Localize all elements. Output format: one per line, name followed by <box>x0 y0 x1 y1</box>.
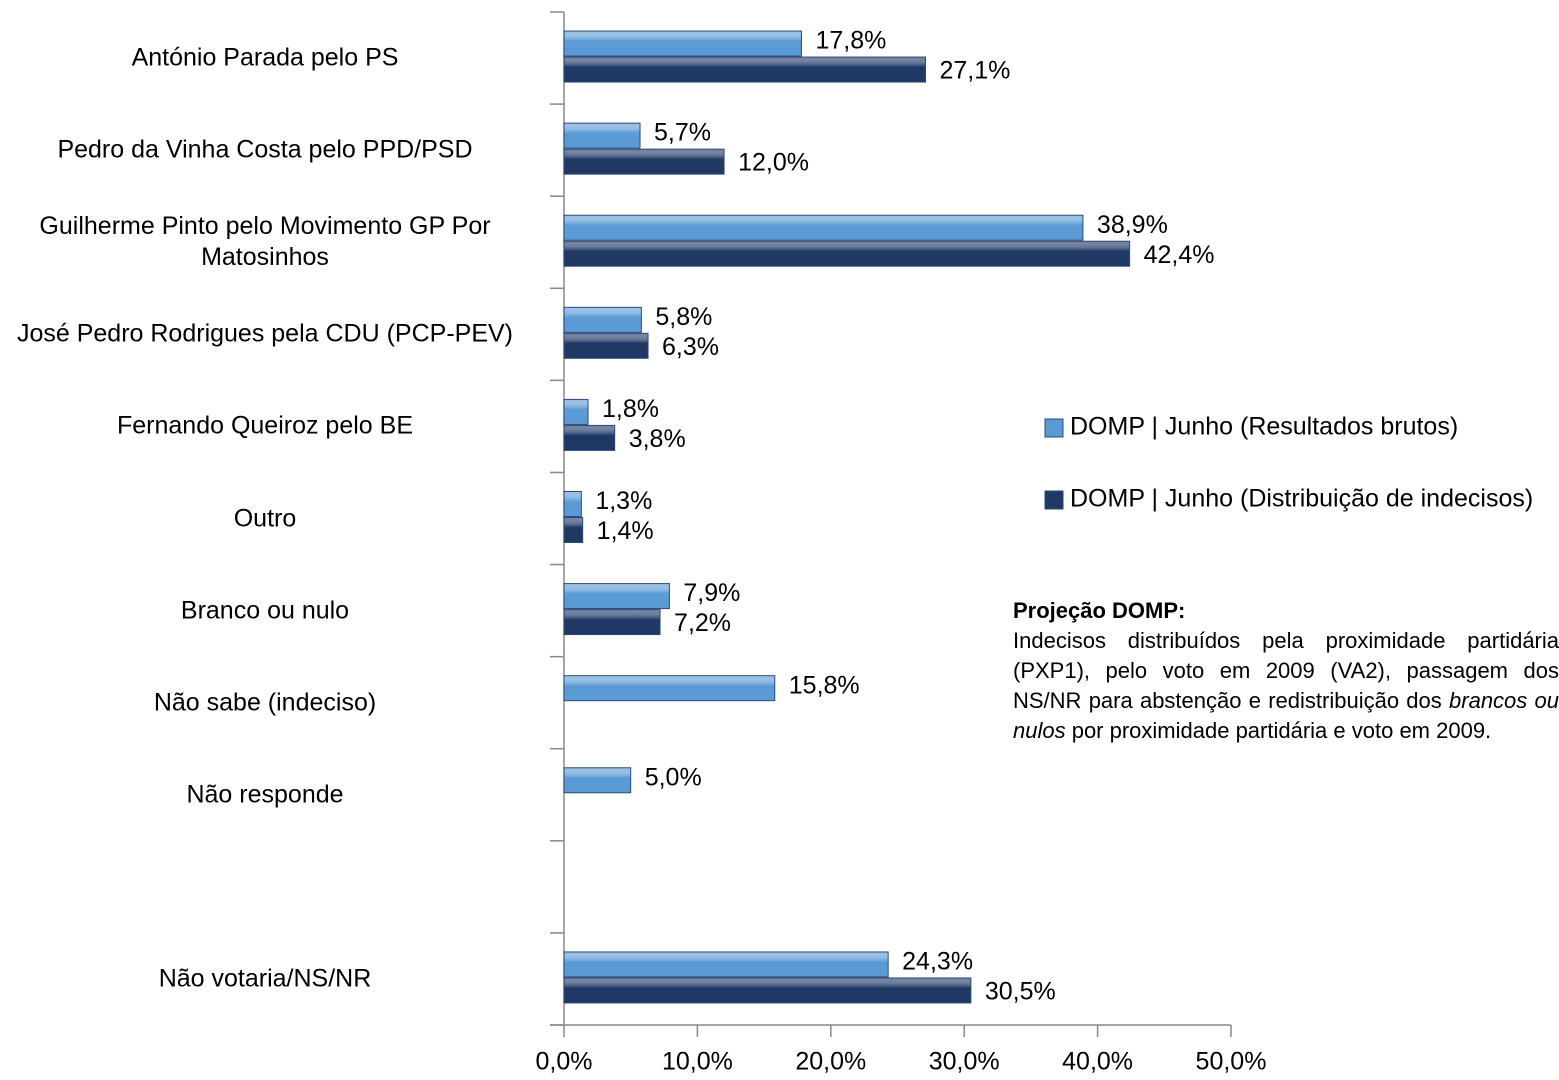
category-label: Não votaria/NS/NR <box>158 964 372 993</box>
category-label: Não sabe (indeciso) <box>153 688 377 717</box>
bar-shade <box>563 214 1084 241</box>
value-label: 17,8% <box>815 27 886 55</box>
category-label: Guilherme Pinto pelo Movimento GP Por Ma… <box>39 212 491 272</box>
annotation-title: Projeção DOMP: <box>1013 598 1186 623</box>
annotation-text: por proximidade partidária e voto em 200… <box>1065 718 1492 743</box>
x-tick-label: 40,0% <box>1062 1048 1133 1076</box>
category-label: José Pedro Rodrigues pela CDU (PCP-PEV) <box>16 319 514 348</box>
value-label: 7,9% <box>683 579 740 607</box>
bar-shade <box>563 332 649 359</box>
value-label: 24,3% <box>902 948 973 976</box>
legend-swatch <box>1044 418 1064 438</box>
x-tick-label: 20,0% <box>795 1048 866 1076</box>
bar-shade <box>563 398 589 425</box>
category-label: Branco ou nulo <box>180 596 350 625</box>
value-label: 42,4% <box>1144 241 1215 269</box>
annotation-text: brancos ou nulos <box>1013 688 1559 743</box>
category-label: Não responde <box>186 780 344 809</box>
legend-swatch <box>1044 490 1064 510</box>
value-label: 1,8% <box>602 395 659 423</box>
value-label: 5,8% <box>655 303 712 331</box>
bar-shade <box>563 517 584 543</box>
value-label: 5,7% <box>654 119 711 147</box>
x-tick-label: 0,0% <box>536 1048 593 1076</box>
bar-shade <box>563 609 661 636</box>
bar-shade <box>563 767 632 794</box>
value-label: 5,0% <box>645 763 702 791</box>
category-label: Fernando Queiroz pelo BE <box>116 411 413 440</box>
bar-shade <box>563 306 642 333</box>
bar-shade <box>563 951 889 978</box>
bar-shade <box>563 583 670 610</box>
bar-shade <box>563 977 972 1004</box>
bar-shade <box>563 148 725 175</box>
annotation-text: Indecisos distribuídos pela proximidade … <box>1013 628 1559 713</box>
legend-label: DOMP | Junho (Distribuição de indecisos) <box>1070 485 1533 513</box>
x-tick-label: 10,0% <box>662 1048 733 1076</box>
value-label: 30,5% <box>985 978 1056 1006</box>
value-label: 12,0% <box>738 149 809 177</box>
value-label: 6,3% <box>662 333 719 361</box>
category-label: Pedro da Vinha Costa pelo PPD/PSD <box>57 135 473 164</box>
value-label: 15,8% <box>789 671 860 699</box>
category-label: António Parada pelo PS <box>131 43 399 72</box>
value-label: 1,3% <box>595 487 652 515</box>
category-label: Outro <box>233 504 297 532</box>
bar-shade <box>563 30 802 57</box>
bar-shade <box>563 122 641 149</box>
value-label: 1,4% <box>597 517 654 545</box>
value-label: 7,2% <box>674 609 731 637</box>
bar-shade <box>563 56 927 83</box>
bar-shade <box>563 424 616 451</box>
legend-label: DOMP | Junho (Resultados brutos) <box>1070 413 1458 441</box>
value-label: 3,8% <box>629 425 686 453</box>
bar-shade <box>563 675 776 702</box>
value-label: 38,9% <box>1097 211 1168 239</box>
bar-shade <box>563 491 582 517</box>
x-tick-label: 50,0% <box>1196 1048 1267 1076</box>
bar-shade <box>563 240 1131 267</box>
value-label: 27,1% <box>940 57 1011 85</box>
x-tick-label: 30,0% <box>929 1048 1000 1076</box>
annotation: Projeção DOMP: Indecisos distribuídos pel… <box>1013 596 1559 746</box>
